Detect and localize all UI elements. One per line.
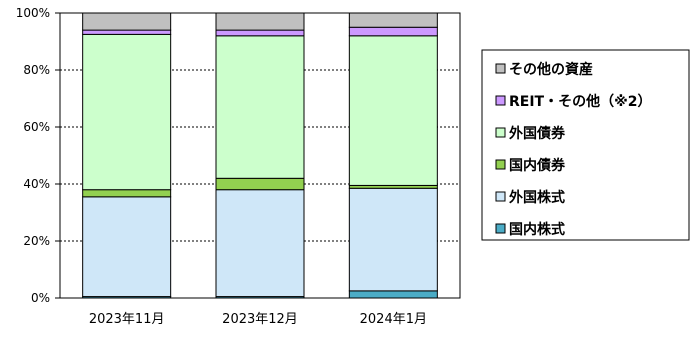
- bar-segments: [82, 12, 438, 299]
- bar-segment: [82, 189, 172, 198]
- x-tick-label: 2023年11月: [89, 312, 165, 327]
- bar-segment: [348, 187, 438, 292]
- bar-segment: [215, 35, 305, 179]
- bar-segment: [215, 29, 305, 37]
- bar-segment: [215, 12, 305, 31]
- bar-segment: [82, 29, 172, 35]
- legend-swatch: [495, 63, 506, 74]
- legend-box: [481, 49, 690, 241]
- y-tick-label: 40%: [23, 177, 50, 191]
- y-tick-label: 20%: [23, 234, 50, 248]
- legend-swatch: [495, 127, 506, 138]
- plot-frame: [59, 12, 461, 299]
- bar-segment: [348, 12, 438, 28]
- legend-label: REIT・その他（※2）: [509, 93, 651, 110]
- bar-segment: [82, 196, 172, 298]
- legend-label: 外国株式: [509, 189, 565, 206]
- bar-segment: [348, 35, 438, 186]
- legend-label: 国内債券: [509, 157, 566, 174]
- y-tick-label: 0%: [31, 291, 50, 305]
- bar-segment: [82, 12, 172, 31]
- legend-swatch: [495, 159, 506, 170]
- legend-label: 外国債券: [509, 125, 566, 142]
- bar-segment: [348, 290, 438, 299]
- x-tick-label: 2023年12月: [222, 312, 298, 327]
- y-tick-label: 60%: [23, 120, 50, 134]
- bar-segment: [215, 189, 305, 298]
- bar-segment: [82, 33, 172, 191]
- legend-label: 国内株式: [509, 221, 565, 238]
- y-tick-label: 100%: [16, 6, 50, 20]
- axes: 0% 20% 40% 60% 80% 100% 2023年11月 2023年12月 2024年1…: [16, 6, 461, 327]
- bar-segment: [215, 177, 305, 191]
- legend-swatch: [495, 191, 506, 202]
- bar-segment: [348, 26, 438, 37]
- x-tick-label: 2024年1月: [360, 312, 427, 327]
- legend-label: その他の資産: [509, 61, 593, 78]
- legend-swatch: [495, 223, 506, 234]
- y-tick-label: 80%: [23, 63, 50, 77]
- legend-swatch: [495, 95, 506, 106]
